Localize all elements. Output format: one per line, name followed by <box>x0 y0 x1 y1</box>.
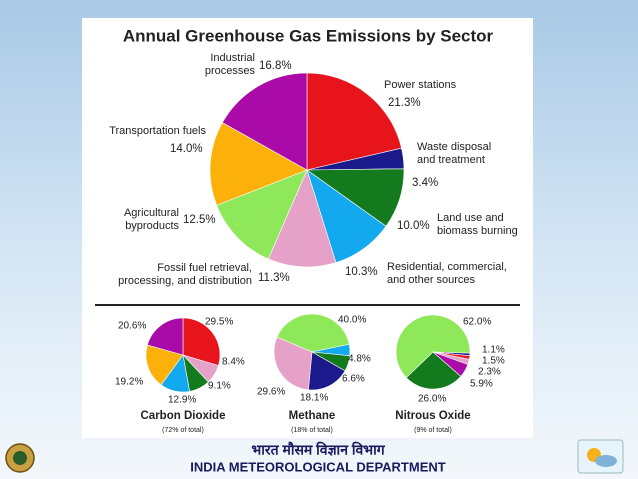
pie-title: Carbon Dioxide <box>141 410 226 422</box>
pie-slice <box>209 122 308 206</box>
pie-slice <box>405 351 462 390</box>
logo-left <box>5 443 35 473</box>
slice-label: Power stations <box>384 79 457 91</box>
footer-english: INDIA METEOROLOGICAL DEPARTMENT <box>190 459 445 474</box>
pie-slice <box>182 317 221 366</box>
value-label: 4.8% <box>348 354 371 365</box>
slice-label: Land use and biomass burning <box>437 212 518 237</box>
value-label: 5.9% <box>470 379 493 390</box>
slice-label: Transportation fuels <box>109 125 206 137</box>
pie-slice <box>145 344 184 386</box>
value-label: 40.0% <box>338 315 366 326</box>
value-label: 1.5% <box>482 356 505 367</box>
value-label: 10.3% <box>345 266 378 278</box>
value-label: 20.6% <box>118 321 146 332</box>
pie-subtitle: (18% of total) <box>291 427 333 434</box>
pie-slice <box>308 351 346 391</box>
value-label: 16.8% <box>259 60 292 72</box>
value-label: 29.6% <box>257 387 285 398</box>
value-label: 8.4% <box>222 357 245 368</box>
slice-label: Fossil fuel retrieval, processing, and d… <box>118 262 252 287</box>
value-label: 11.3% <box>258 272 290 284</box>
value-label: 6.6% <box>342 374 365 385</box>
value-label: 9.1% <box>208 381 231 392</box>
pie-slice <box>216 169 308 260</box>
pie-slice <box>276 313 350 353</box>
slice-label: Agricultural byproducts <box>123 207 179 232</box>
pie-title: Methane <box>289 410 336 422</box>
value-label: 10.0% <box>397 220 430 232</box>
slice-label: Waste disposal and treatment <box>417 141 492 166</box>
slice-label: Residential, commercial, and other sourc… <box>387 261 507 286</box>
value-label: 3.4% <box>412 177 439 189</box>
value-label: 18.1% <box>300 393 328 404</box>
pie-title: Nitrous Oxide <box>395 410 470 422</box>
value-label: 1.1% <box>482 345 505 356</box>
value-label: 26.0% <box>418 394 446 405</box>
slice-label: Industrial processes <box>204 52 255 77</box>
chart-title: Annual Greenhouse Gas Emissions by Secto… <box>123 26 494 45</box>
value-label: 14.0% <box>170 143 203 155</box>
pie-slice <box>267 169 337 268</box>
footer-hindi: भारत मौसम विज्ञान विभाग <box>251 442 385 458</box>
logo-right <box>577 439 624 474</box>
pie-slice <box>306 72 402 171</box>
pie-slice <box>395 314 471 379</box>
value-label: 21.3% <box>388 97 421 109</box>
value-label: 12.5% <box>183 214 216 226</box>
pie-slice <box>273 336 313 391</box>
pie-subtitle: (9% of total) <box>414 427 452 434</box>
value-label: 19.2% <box>115 377 143 388</box>
value-label: 12.9% <box>168 395 196 406</box>
pie-subtitle: (72% of total) <box>162 427 204 434</box>
value-label: 62.0% <box>463 317 491 328</box>
value-label: 2.3% <box>478 367 501 378</box>
pie-slice <box>221 72 308 171</box>
value-label: 29.5% <box>205 317 233 328</box>
pie-slice <box>146 317 184 356</box>
